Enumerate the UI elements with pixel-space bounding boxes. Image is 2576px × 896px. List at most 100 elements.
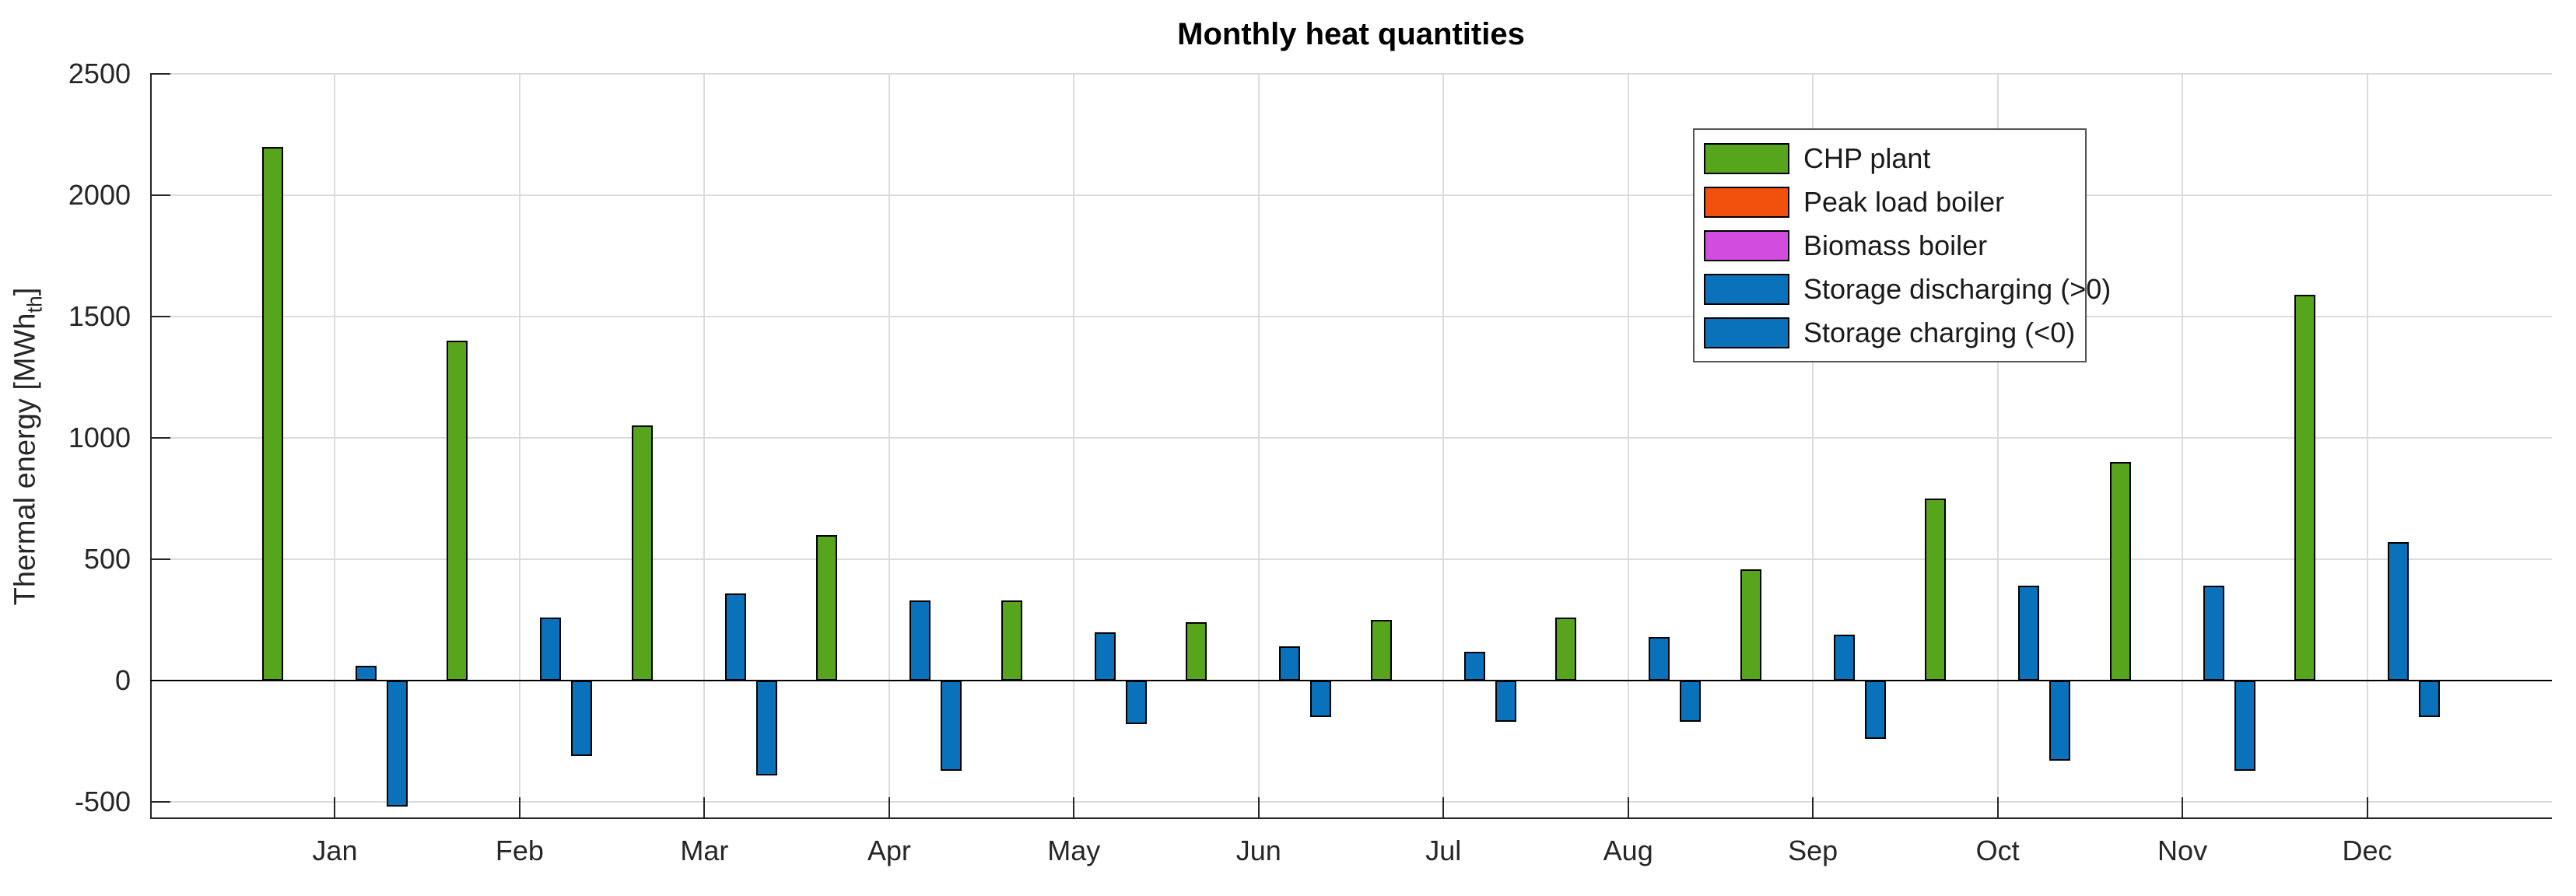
x-tick-feb <box>518 797 520 817</box>
legend-label-peak-load-boiler: Peak load boiler <box>1803 185 2005 218</box>
x-tick-label-feb: Feb <box>495 835 544 866</box>
legend-label-chp-plant: CHP plant <box>1803 142 1931 174</box>
bar-storage-charging-0-may <box>1125 681 1147 725</box>
bar-chp-plant-feb <box>447 341 468 681</box>
x-tick-label-aug: Aug <box>1603 835 1653 866</box>
bar-chp-plant-oct <box>1925 499 1947 681</box>
bar-storage-charging-0-aug <box>1680 681 1702 723</box>
y-axis-title-text: Thermal energy [MWh <box>9 313 42 606</box>
bar-storage-discharging-0-jul <box>1463 651 1485 681</box>
bar-storage-discharging-0-nov <box>2203 586 2224 681</box>
bar-chp-plant-mar <box>631 425 653 681</box>
x-tick-apr <box>888 797 890 817</box>
x-tick-label-mar: Mar <box>680 835 729 866</box>
bar-storage-charging-0-jul <box>1495 681 1516 723</box>
x-tick-label-dec: Dec <box>2342 835 2392 866</box>
bar-storage-discharging-0-jan <box>355 666 377 681</box>
bar-chp-plant-aug <box>1555 617 1577 681</box>
gridline-h-1500 <box>150 316 2552 318</box>
bar-storage-charging-0-dec <box>2419 681 2441 717</box>
y-tick-neg500 <box>150 801 170 803</box>
legend-swatch-storage-charging-0 <box>1704 317 1789 348</box>
x-tick-label-sep: Sep <box>1788 835 1838 866</box>
bar-storage-discharging-0-dec <box>2388 542 2410 681</box>
x-tick-dec <box>2366 797 2368 817</box>
y-tick-2500 <box>150 73 170 75</box>
bar-storage-charging-0-jun <box>1310 681 1332 717</box>
legend-swatch-biomass-boiler <box>1704 229 1789 261</box>
chart-title: Monthly heat quantities <box>1177 17 1525 51</box>
y-tick-label-2000: 2000 <box>68 179 131 212</box>
bar-storage-charging-0-nov <box>2234 681 2255 771</box>
gridline-v-may <box>1073 74 1075 819</box>
bar-storage-discharging-0-jun <box>1279 646 1301 681</box>
legend-swatch-storage-discharging-0 <box>1704 273 1789 305</box>
y-tick-label-500: 500 <box>83 543 131 576</box>
y-axis-title: Thermal energy [MWhth] <box>9 288 47 606</box>
bar-storage-discharging-0-apr <box>909 600 931 681</box>
y-tick-label-2500: 2500 <box>68 58 131 89</box>
y-tick-label-1000: 1000 <box>68 422 131 454</box>
gridline-h-neg500 <box>150 801 2552 803</box>
gridline-h-2500 <box>150 73 2552 75</box>
x-tick-label-jan: Jan <box>312 835 358 866</box>
gridline-v-apr <box>888 74 890 819</box>
gridline-v-dec <box>2366 74 2368 819</box>
x-tick-sep <box>1812 797 1814 817</box>
bar-storage-discharging-0-feb <box>540 617 562 681</box>
legend-swatch-chp-plant <box>1704 142 1789 174</box>
x-tick-jun <box>1257 797 1260 817</box>
gridline-v-jun <box>1257 74 1260 819</box>
legend-item-chp-plant: CHP plant <box>1695 137 2085 180</box>
gridline-h-2000 <box>150 194 2552 197</box>
gridline-v-feb <box>518 74 520 819</box>
gridline-v-jan <box>334 74 336 819</box>
gridline-v-aug <box>1627 74 1629 819</box>
bar-chp-plant-sep <box>1740 569 1761 681</box>
legend-label-biomass-boiler: Biomass boiler <box>1803 229 1988 261</box>
bar-chp-plant-apr <box>816 534 838 681</box>
bar-chp-plant-nov <box>2109 462 2131 681</box>
y-tick-label-neg500: -500 <box>74 786 131 818</box>
legend: CHP plant Peak load boiler Biomass boiler S… <box>1693 128 2111 362</box>
bar-storage-discharging-0-mar <box>724 593 746 681</box>
y-tick-500 <box>150 558 170 561</box>
legend-swatch-peak-load-boiler <box>1704 186 1789 218</box>
y-tick-label-1500: 1500 <box>68 300 131 333</box>
gridline-v-nov <box>2182 74 2184 819</box>
bar-storage-discharging-0-aug <box>1649 636 1670 681</box>
bar-chp-plant-dec <box>2294 294 2316 681</box>
legend-item-storage-discharging-0: Storage discharging (>0) <box>1695 268 2111 311</box>
x-tick-jul <box>1442 797 1445 817</box>
bar-storage-discharging-0-sep <box>1833 634 1855 681</box>
gridline-h-1000 <box>150 437 2552 439</box>
bar-storage-charging-0-oct <box>2049 681 2071 761</box>
bar-storage-charging-0-jan <box>386 681 408 807</box>
x-tick-label-may: May <box>1047 835 1101 866</box>
legend-item-biomass-boiler: Biomass boiler <box>1695 224 2085 268</box>
y-tick-label-0: 0 <box>114 664 131 697</box>
y-tick-2000 <box>150 194 170 197</box>
bar-chp-plant-jul <box>1370 620 1392 681</box>
x-tick-oct <box>1996 797 1999 817</box>
y-axis-title-bracket: ] <box>9 287 42 296</box>
x-tick-label-oct: Oct <box>1975 835 2020 866</box>
legend-item-peak-load-boiler: Peak load boiler <box>1695 180 2085 224</box>
x-tick-aug <box>1627 797 1629 817</box>
bar-storage-charging-0-apr <box>941 681 962 771</box>
x-tick-jan <box>334 797 336 817</box>
x-tick-nov <box>2182 797 2184 817</box>
x-tick-may <box>1073 797 1075 817</box>
y-axis-line <box>150 74 152 819</box>
legend-item-storage-charging-0: Storage charging (<0) <box>1695 311 2085 355</box>
x-tick-mar <box>703 797 706 817</box>
x-tick-label-apr: Apr <box>867 835 911 866</box>
x-tick-label-jul: Jul <box>1425 835 1462 866</box>
gridline-v-mar <box>703 74 706 819</box>
bar-storage-discharging-0-oct <box>2018 586 2040 681</box>
gridline-v-jul <box>1442 74 1445 819</box>
y-tick-1000 <box>150 437 170 439</box>
gridline-v-oct <box>1996 74 1999 819</box>
bar-chp-plant-jun <box>1186 622 1207 681</box>
